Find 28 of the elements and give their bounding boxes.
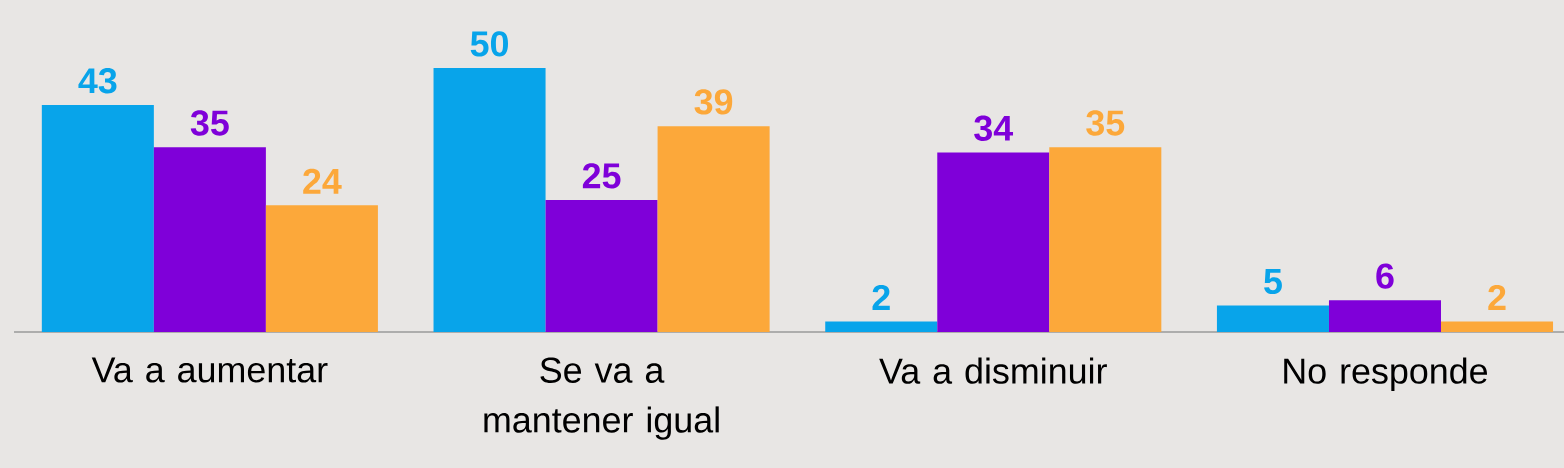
data-label: 35: [1086, 110, 1125, 136]
bar: [545, 200, 658, 332]
bar: [153, 147, 266, 332]
data-label: 24: [303, 168, 342, 194]
data-label: 2: [872, 284, 890, 310]
x-tick-label: No responde: [1284, 357, 1488, 391]
data-label: 35: [190, 110, 229, 136]
data-label: 5: [1264, 269, 1282, 295]
data-label: 50: [470, 31, 509, 57]
x-tick-label: Va a aumentar: [91, 357, 328, 383]
data-label: 2: [1488, 284, 1506, 310]
data-label: 34: [974, 115, 1014, 142]
bar: [825, 321, 938, 332]
x-tick-label: Se va a mantener igual: [484, 357, 719, 440]
data-label: 43: [78, 68, 117, 94]
data-label: 39: [694, 89, 733, 115]
bar: [1216, 305, 1329, 332]
bar: [937, 152, 1050, 332]
bar: [433, 68, 546, 332]
bar: [1328, 300, 1441, 332]
bar: [41, 105, 154, 332]
bar: [265, 205, 378, 332]
x-tick-label: Va a disminuir: [879, 357, 1107, 384]
bar: [657, 126, 770, 332]
data-label: 25: [582, 163, 621, 189]
bar: [1049, 147, 1162, 332]
data-label: 6: [1376, 263, 1394, 289]
bar: [1441, 321, 1554, 332]
